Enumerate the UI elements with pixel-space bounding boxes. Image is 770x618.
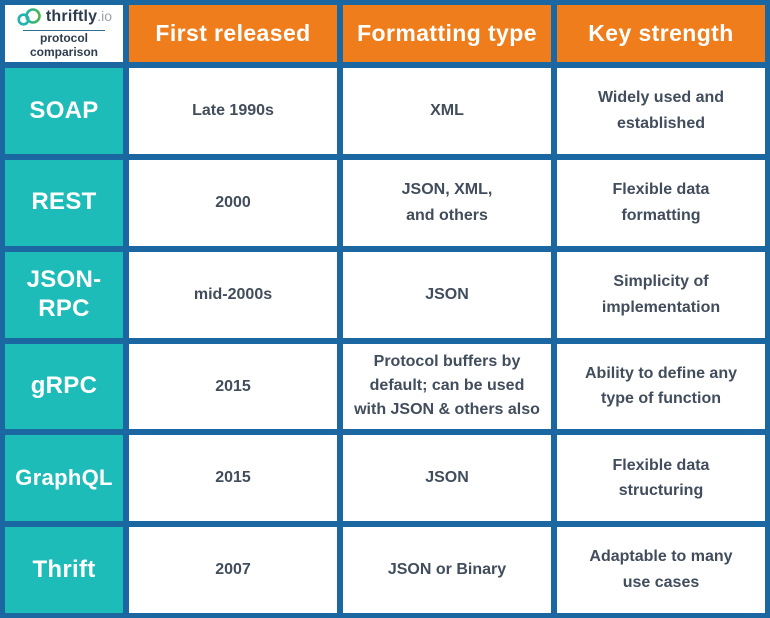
- cell-grpc-first-released: 2015: [129, 343, 337, 430]
- brand-subtitle-line1: protocol: [40, 31, 88, 46]
- cell-json-rpc-key-strength: Simplicity of implementation: [557, 251, 765, 338]
- row-header-graphql: GraphQL: [5, 435, 123, 522]
- brand-name: thriftly: [45, 8, 98, 25]
- cell-graphql-key-strength: Flexible data structuring: [557, 435, 765, 522]
- cell-json-rpc-first-released: mid-2000s: [129, 251, 337, 338]
- cell-thrift-formatting-type: JSON or Binary: [343, 527, 551, 613]
- column-header-first-released: First released: [129, 5, 337, 62]
- thriftly-cloud-logo-icon: [17, 8, 41, 26]
- cell-graphql-first-released: 2015: [129, 435, 337, 522]
- column-header-key-strength: Key strength: [557, 5, 765, 62]
- cell-grpc-key-strength: Ability to define any type of function: [557, 343, 765, 430]
- cell-thrift-first-released: 2007: [129, 527, 337, 613]
- brand-row: thriftly.io: [16, 7, 112, 27]
- brand-subtitle-line2: comparison: [29, 45, 98, 60]
- cell-soap-first-released: Late 1990s: [129, 68, 337, 154]
- row-header-grpc: gRPC: [5, 343, 123, 430]
- cell-rest-key-strength: Flexible data formatting: [557, 159, 765, 246]
- brand-tld: .io: [97, 8, 113, 24]
- row-header-json-rpc: JSON- RPC: [5, 251, 123, 338]
- row-header-rest: REST: [5, 159, 123, 246]
- row-header-thrift: Thrift: [5, 527, 123, 613]
- cell-rest-first-released: 2000: [129, 159, 337, 246]
- cell-soap-formatting-type: XML: [343, 68, 551, 154]
- cell-json-rpc-formatting-type: JSON: [343, 251, 551, 338]
- brand-logo-cell: thriftly.io protocol comparison: [5, 5, 123, 62]
- cell-soap-key-strength: Widely used and established: [557, 68, 765, 154]
- cell-thrift-key-strength: Adaptable to many use cases: [557, 527, 765, 613]
- column-header-formatting-type: Formatting type: [343, 5, 551, 62]
- row-header-soap: SOAP: [5, 68, 123, 154]
- cell-rest-formatting-type: JSON, XML, and others: [343, 159, 551, 246]
- cell-graphql-formatting-type: JSON: [343, 435, 551, 522]
- cell-grpc-formatting-type: Protocol buffers by default; can be used…: [343, 343, 551, 430]
